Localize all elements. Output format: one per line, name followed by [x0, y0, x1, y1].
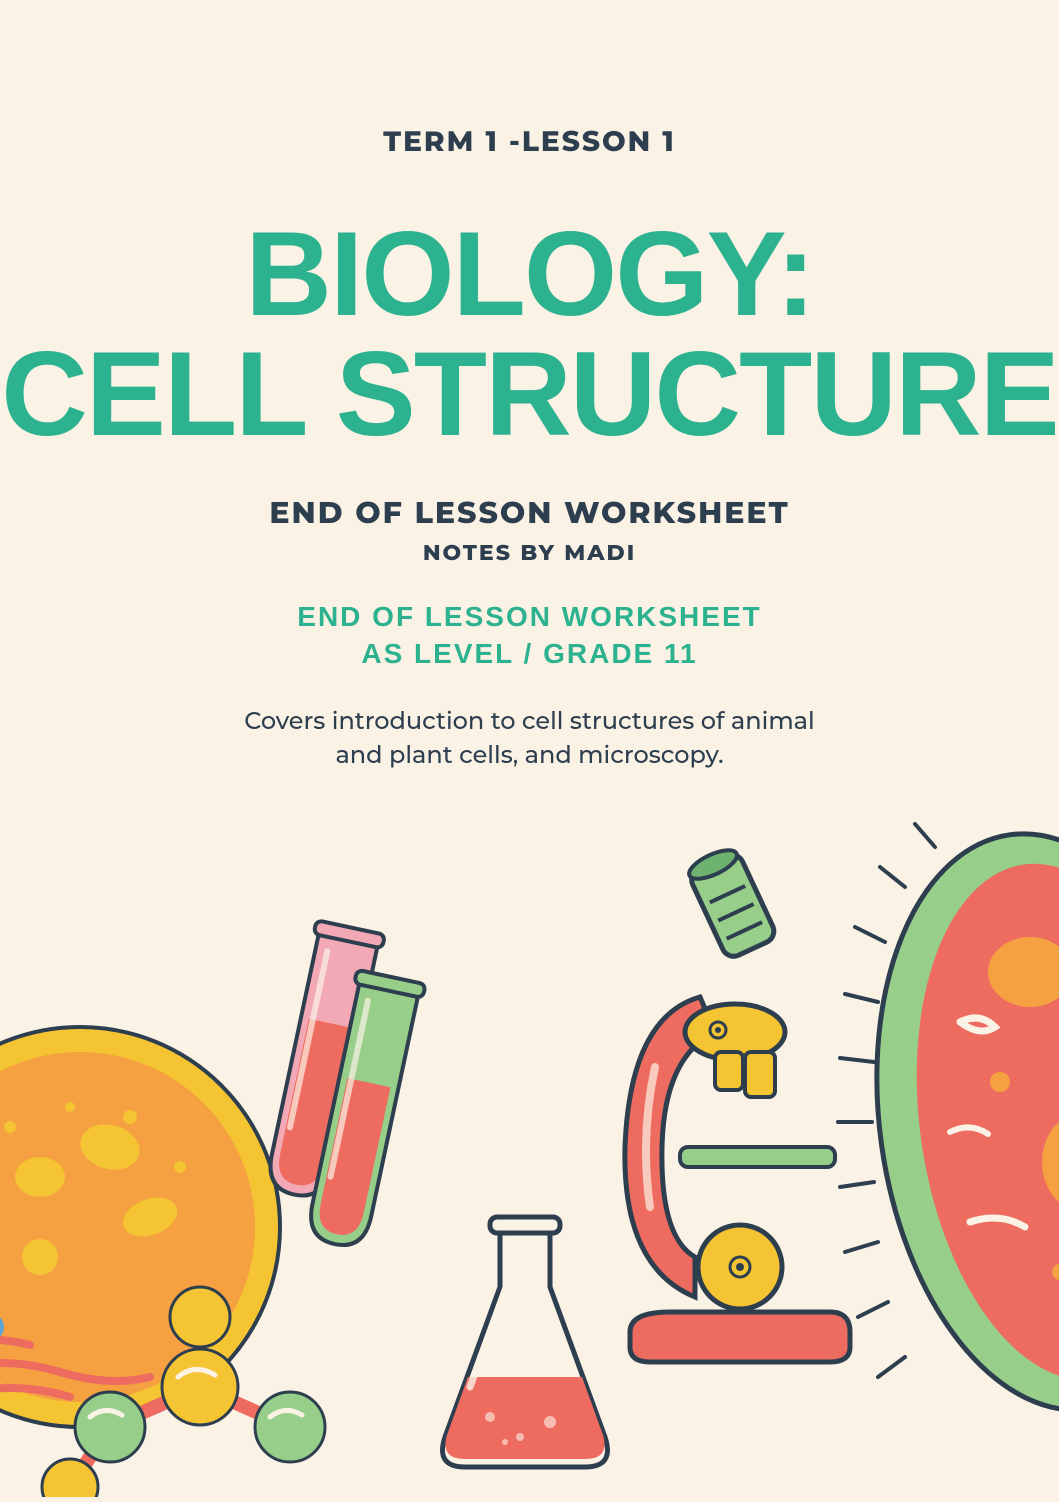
animal-cell-icon: [0, 1027, 280, 1427]
subtitle-author: NOTES BY MADI: [0, 531, 1059, 566]
term-lesson-header: TERM 1 -LESSON 1: [0, 0, 1059, 159]
title-line-1: BIOLOGY:: [0, 214, 1059, 334]
description: Covers introduction to cell structures o…: [0, 670, 1059, 772]
illustrations-container: [0, 797, 1059, 1497]
description-line-2: and plant cells, and microscopy.: [0, 739, 1059, 773]
flask-icon: [443, 1217, 608, 1467]
subtitle-teal-level: AS LEVEL / GRADE 11: [0, 633, 1059, 670]
science-illustrations: [0, 797, 1059, 1497]
main-title: BIOLOGY: CELL STRUCTURE: [0, 159, 1059, 454]
microscope-icon: [625, 844, 850, 1362]
title-line-2: CELL STRUCTURE: [0, 334, 1059, 454]
subtitle-worksheet: END OF LESSON WORKSHEET: [0, 454, 1059, 531]
bacterium-icon: [838, 811, 1059, 1433]
subtitle-teal-worksheet: END OF LESSON WORKSHEET: [0, 566, 1059, 633]
description-line-1: Covers introduction to cell structures o…: [0, 705, 1059, 739]
